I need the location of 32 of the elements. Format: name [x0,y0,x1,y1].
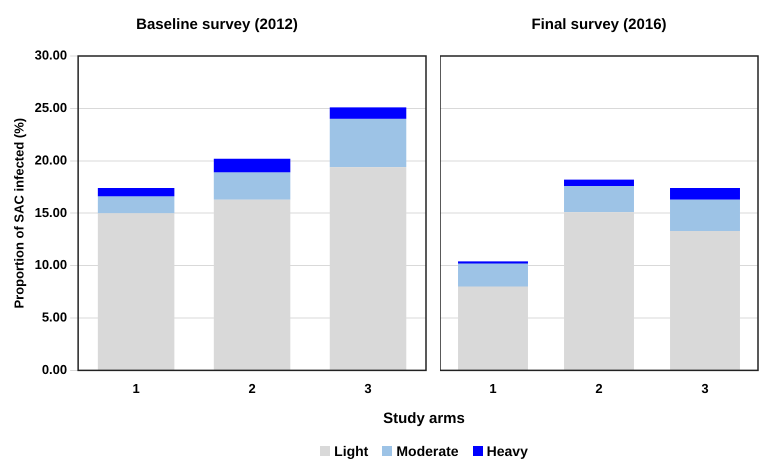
bar [330,107,406,119]
y-tick-label: 30.00 [34,48,68,63]
y-tick-label: 10.00 [34,257,68,272]
bar [214,158,290,172]
x-tick-label: 1 [489,380,497,396]
legend-label: Moderate [396,443,459,459]
y-tick-label: 25.00 [34,100,68,115]
chart-title: Final survey (2016) [531,16,667,34]
bar [98,196,174,214]
bar [564,180,634,186]
chart-title: Baseline survey (2012) [136,16,298,34]
bar [458,261,528,264]
bar [458,264,528,287]
bar [670,188,740,200]
y-tick-label: 20.00 [34,152,68,168]
x-tick-label: 2 [248,380,256,396]
y-tick-label: 15.00 [34,204,68,220]
x-tick-label: 2 [595,380,603,396]
y-axis-title: Proportion of SAC infected (%) [11,118,26,309]
bar [670,200,740,232]
x-tick-label: 3 [701,380,709,396]
x-tick-label: 1 [132,380,140,396]
x-axis-title: Study arms [382,410,466,427]
legend-label: Heavy [486,443,528,459]
y-tick-label: 0.00 [42,362,68,377]
bar [98,188,174,196]
bar [564,186,634,212]
x-tick-label: 3 [364,380,372,396]
y-tick-label: 5.00 [42,310,68,325]
bar [214,172,290,200]
bar [330,118,406,168]
legend-label: Light [334,443,368,459]
